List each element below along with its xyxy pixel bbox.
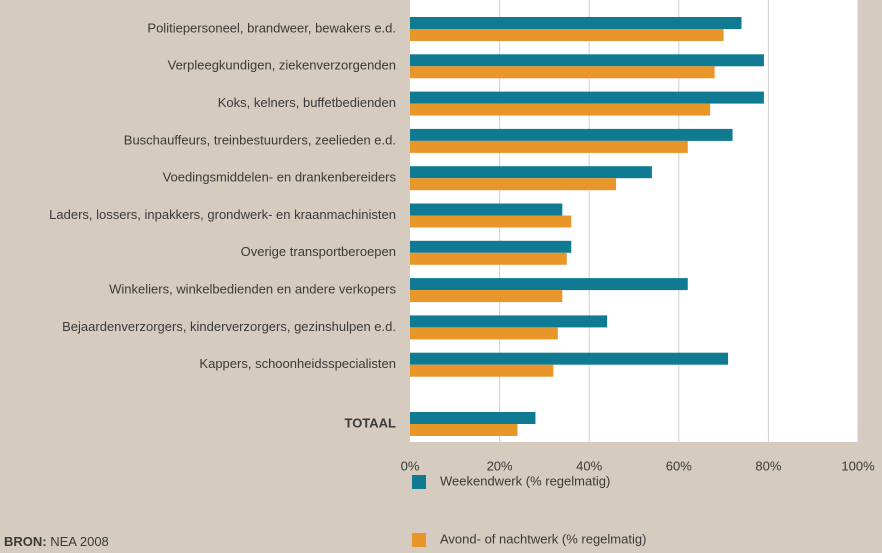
bar: [410, 412, 536, 424]
y-tick-label: Kappers, schoonheidsspecialisten: [199, 356, 396, 371]
bar: [410, 66, 715, 79]
x-tick-label: 80%: [755, 458, 781, 473]
bar: [410, 352, 729, 365]
bar: [410, 29, 724, 41]
bar: [410, 103, 711, 116]
bar: [410, 240, 572, 253]
y-tick-label: Politiepersoneel, brandweer, bewakers e.…: [147, 20, 396, 35]
legend-label: Weekendwerk (% regelmatig): [440, 473, 610, 488]
y-tick-label: Winkeliers, winkelbedienden en andere ve…: [109, 282, 396, 297]
y-tick-label: Voedingsmiddelen- en drankenbereiders: [163, 170, 397, 185]
source-label: BRON:: [4, 534, 47, 549]
bar: [410, 17, 742, 29]
bar: [410, 140, 688, 153]
bar: [410, 54, 764, 67]
bar: [410, 252, 567, 265]
y-tick-label: Laders, lossers, inpakkers, grondwerk- e…: [49, 207, 396, 222]
y-tick-label: Koks, kelners, buffetbedienden: [218, 95, 396, 110]
bar: [410, 166, 652, 179]
source-text: NEA 2008: [50, 534, 109, 549]
x-tick-label: 60%: [666, 458, 692, 473]
bar: [410, 128, 733, 141]
bar: [410, 315, 608, 328]
legend-label: Avond- of nachtwerk (% regelmatig): [440, 531, 646, 546]
bar: [410, 91, 764, 104]
bar: [410, 290, 563, 303]
source: BRON: NEA 2008: [4, 534, 109, 549]
bar: [410, 203, 563, 216]
x-tick-label: 0%: [401, 458, 420, 473]
y-tick-label: Bejaardenverzorgers, kinderverzorgers, g…: [62, 319, 396, 334]
x-tick-label: 40%: [576, 458, 602, 473]
bar: [410, 278, 688, 291]
bar: [410, 364, 554, 377]
legend-swatch: [412, 533, 426, 547]
x-tick-label: 100%: [841, 458, 875, 473]
bar: [410, 424, 518, 436]
y-tick-label: Buschauffeurs, treinbestuurders, zeelied…: [124, 132, 396, 147]
y-tick-label: TOTAAL: [344, 415, 396, 430]
x-tick-label: 20%: [487, 458, 513, 473]
bar: [410, 327, 558, 340]
y-tick-label: Overige transportberoepen: [241, 244, 396, 259]
y-tick-label: Verpleegkundigen, ziekenverzorgenden: [168, 58, 396, 73]
bar: [410, 215, 572, 228]
legend-swatch: [412, 475, 426, 489]
bar: [410, 178, 617, 191]
